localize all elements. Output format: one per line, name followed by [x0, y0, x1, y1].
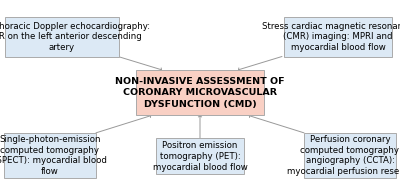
Text: Stress cardiac magnetic resonance
(CMR) imaging: MPRI and
myocardial blood flow: Stress cardiac magnetic resonance (CMR) …	[262, 22, 400, 52]
Text: Transthoracic Doppler echocardiography:
CFVR on the left anterior descending
art: Transthoracic Doppler echocardiography: …	[0, 22, 150, 52]
FancyBboxPatch shape	[5, 17, 119, 57]
FancyBboxPatch shape	[304, 133, 396, 178]
FancyBboxPatch shape	[4, 133, 96, 178]
Text: Single-photon-emission
computed tomography
(SPECT): myocardial blood
flow: Single-photon-emission computed tomograp…	[0, 135, 107, 176]
FancyBboxPatch shape	[284, 17, 392, 57]
Text: Perfusion coronary
computed tomography
angiography (CCTA):
myocardial perfusion : Perfusion coronary computed tomography a…	[287, 135, 400, 176]
Text: Positron emission
tomography (PET):
myocardial blood flow: Positron emission tomography (PET): myoc…	[153, 141, 247, 172]
Text: NON-INVASIVE ASSESSMENT OF
CORONARY MICROVASCULAR
DYSFUNCTION (CMD): NON-INVASIVE ASSESSMENT OF CORONARY MICR…	[115, 77, 285, 109]
FancyBboxPatch shape	[136, 70, 264, 116]
FancyBboxPatch shape	[156, 138, 244, 174]
